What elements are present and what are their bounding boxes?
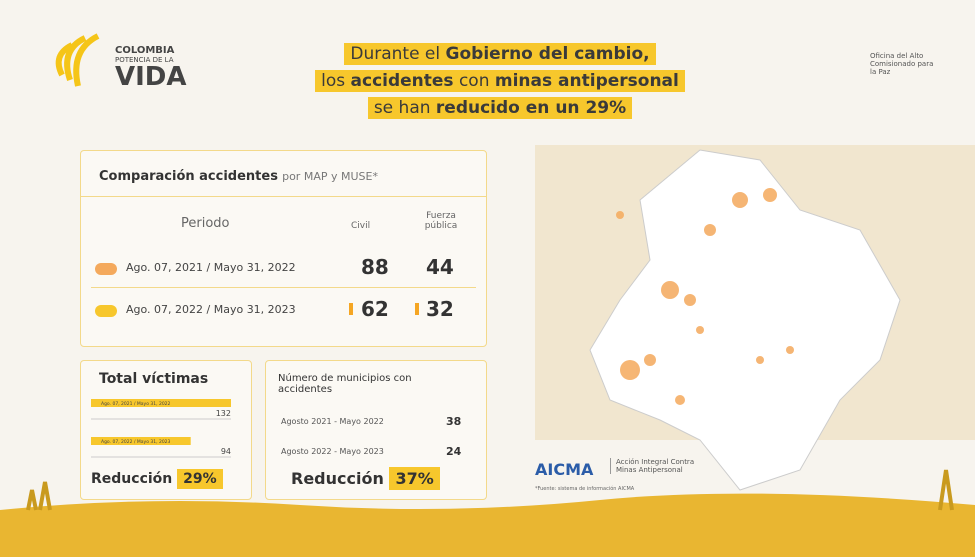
row-icon [95, 263, 117, 275]
victims-period: Ago. 07, 2021 / Mayo 31, 2022 [101, 401, 171, 407]
victims-value: 94 [221, 447, 231, 456]
municipalities-value: 24 [446, 445, 462, 458]
reduction-label: Reducción [91, 471, 173, 487]
down-arrow [349, 303, 353, 315]
reduction: Reducción 37% [291, 467, 440, 490]
period: Ago. 07, 2022 / Mayo 31, 2023 [126, 303, 296, 316]
period: Ago. 07, 2021 / Mayo 31, 2022 [126, 261, 296, 274]
office: Oficina del Alto Comisionado para la Paz [870, 52, 934, 76]
reduction: Reducción 29% [91, 469, 223, 489]
comparison-subtitle: por MAP y MUSE* [282, 170, 378, 183]
logo: COLOMBIA POTENCIA DE LA VIDA [115, 45, 187, 90]
victims-bars: Ago. 07, 2021 / Mayo 31, 2022 132 Ago. 07,… [91, 399, 231, 458]
municipalities-title: Número de municipios con accidentes [278, 373, 412, 395]
comparison-title: Comparación accidentes [99, 169, 278, 184]
headline-segment: minas antipersonal [494, 70, 679, 92]
source: *Fuente: sistema de información AICMA [535, 486, 635, 492]
victims-bar [91, 437, 191, 445]
municipalities-value: 38 [446, 415, 462, 428]
headline-segment: Gobierno del cambio, [445, 43, 650, 65]
comparison-heading: Comparación accidentes por MAP y MUSE* [99, 169, 378, 184]
period: Agosto 2022 - Mayo 2023 [281, 447, 384, 456]
headline-segment: se han [373, 97, 436, 119]
victims-box: Total víctimas Ago. 07, 2021 / Mayo 31, … [80, 360, 252, 500]
header: Civil [351, 221, 371, 231]
headline-line: Durante el Gobierno del cambio, [270, 42, 730, 69]
headline: Durante el Gobierno del cambio, los accid… [270, 42, 730, 123]
headline-highlight: Durante el Gobierno del cambio, [344, 43, 656, 65]
logo-text: POTENCIA DE LA [115, 56, 174, 64]
divider [81, 196, 486, 197]
victims-value: 132 [216, 409, 231, 418]
header: Fuerza pública [424, 211, 458, 231]
row-icon [95, 305, 117, 317]
reduction-value: 37% [389, 467, 440, 490]
header: Periodo [181, 216, 230, 231]
aicma-name: AICMA [535, 460, 594, 479]
victims-period: Ago. 07, 2022 / Mayo 31, 2023 [101, 439, 171, 445]
period: Agosto 2021 - Mayo 2022 [281, 417, 384, 426]
civil-value: 62 [361, 297, 389, 321]
headline-highlight: se han reducido en un 29% [367, 97, 633, 119]
logo-text: COLOMBIA [115, 45, 175, 56]
reduction-label: Reducción [291, 469, 384, 488]
headline-highlight: los accidentes con minas antipersonal [315, 70, 685, 92]
public-force-value: 32 [426, 297, 454, 321]
divider [91, 287, 476, 288]
civil-value: 88 [361, 255, 389, 279]
headline-segment: accidentes [350, 70, 454, 92]
aicma-description: Acción Integral Contra Minas Antipersona… [610, 458, 696, 474]
victims-title: Total víctimas [99, 371, 209, 387]
headline-line: se han reducido en un 29% [270, 96, 730, 123]
victims-bar [91, 399, 231, 407]
headline-segment: Durante el [350, 43, 446, 65]
municipalities-box: Número de municipios con accidentes Redu… [265, 360, 487, 500]
headline-line: los accidentes con minas antipersonal [270, 69, 730, 96]
reduction-value: 29% [177, 469, 223, 489]
public-force-value: 44 [426, 255, 454, 279]
headline-segment: los [321, 70, 351, 92]
down-arrow [415, 303, 419, 315]
comparison-box: Comparación accidentes por MAP y MUSE* P… [80, 150, 487, 347]
logo-text: VIDA [115, 62, 187, 92]
headline-segment: reducido en un 29% [435, 97, 627, 119]
headline-segment: con [453, 70, 495, 92]
